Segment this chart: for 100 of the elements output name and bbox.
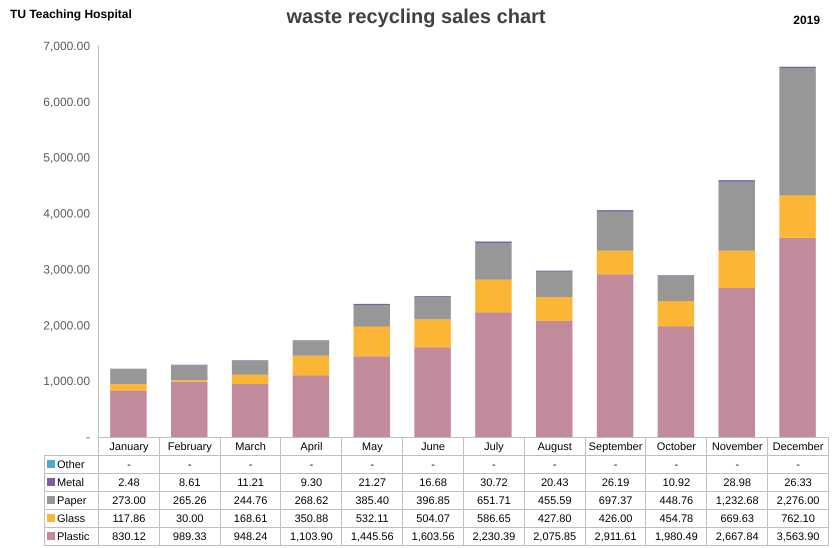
- bar: [536, 272, 572, 298]
- bar: [292, 356, 330, 376]
- data-label: 3,563.90: [768, 528, 828, 546]
- legend-label: Glass: [44, 510, 98, 528]
- x-tick-label: June: [402, 438, 464, 456]
- text: -: [370, 458, 374, 470]
- text: -: [492, 458, 496, 470]
- data-label: 30.00: [159, 510, 220, 528]
- data-label: 426.00: [585, 510, 646, 528]
- text: -: [674, 458, 678, 470]
- y-tick-label: 7,000.00: [43, 39, 90, 53]
- x-tick-label: December: [768, 438, 828, 456]
- data-label: 1,232.68: [706, 492, 768, 510]
- bar: [110, 384, 147, 391]
- bar: [354, 356, 390, 437]
- data-label: 2,911.61: [585, 528, 646, 546]
- data-label: 586.65: [463, 510, 524, 528]
- bar: [718, 250, 755, 288]
- data-label: 2,075.85: [524, 528, 586, 546]
- data-label: 948.24: [220, 528, 281, 546]
- x-tick-label: September: [585, 438, 646, 456]
- data-label: 26.33: [768, 474, 828, 492]
- data-label: 273.00: [98, 492, 160, 510]
- data-label: 385.40: [342, 492, 403, 510]
- x-tick-label: April: [280, 438, 342, 456]
- text: -: [310, 458, 314, 470]
- bar: [658, 300, 694, 326]
- data-label: 2,230.39: [463, 528, 524, 546]
- data-label: 21.27: [342, 474, 403, 492]
- bar: [658, 276, 694, 301]
- bar: [110, 390, 147, 437]
- data-label: 455.59: [524, 492, 586, 510]
- x-tick-label: January: [98, 438, 160, 456]
- bar: [292, 375, 330, 437]
- legend-label: Paper: [44, 492, 98, 510]
- legend-label: Plastic: [44, 528, 98, 546]
- text: -: [127, 458, 131, 470]
- bar: [232, 374, 268, 384]
- bar: [414, 347, 451, 437]
- bar: [414, 319, 451, 348]
- x-tick-label: March: [220, 438, 281, 456]
- data-label: 244.76: [220, 492, 281, 510]
- y-tick-label: 4,000.00: [43, 206, 90, 221]
- x-tick-label: August: [524, 438, 586, 456]
- y-tick-label: 1,000.00: [43, 374, 90, 388]
- x-tick-label: July: [463, 438, 524, 456]
- data-label: 504.07: [402, 510, 464, 528]
- text: -: [431, 458, 435, 470]
- text: -: [248, 458, 252, 470]
- data-label: 989.33: [159, 528, 220, 546]
- data-label: 651.71: [463, 492, 524, 510]
- text: -: [796, 458, 800, 470]
- data-label: 454.78: [646, 510, 707, 528]
- data-label: 1,103.90: [280, 528, 342, 546]
- data-label: 117.86: [98, 510, 160, 528]
- bar: [536, 297, 572, 322]
- data-label: 427.80: [524, 510, 586, 528]
- y-tick-label: 2,000.00: [43, 318, 90, 332]
- bar: [171, 382, 208, 437]
- text: -: [614, 458, 618, 470]
- y-tick-label: 3,000.00: [43, 262, 90, 276]
- bar: [718, 288, 755, 437]
- text: -: [188, 458, 192, 470]
- data-label: 448.76: [646, 492, 707, 510]
- bar: [414, 297, 451, 320]
- bar: [292, 340, 330, 356]
- y-tick-label: -: [86, 430, 90, 444]
- bar: [354, 305, 390, 327]
- bar: [475, 243, 512, 280]
- data-label: 10.92: [646, 474, 707, 492]
- data-label: 30.72: [463, 474, 524, 492]
- data-label: 396.85: [402, 492, 464, 510]
- y-tick-label: 6,000.00: [43, 94, 90, 109]
- data-label: 1,445.56: [342, 528, 403, 546]
- bar: [718, 182, 755, 251]
- data-label: 697.37: [585, 492, 646, 510]
- y-tick-label: 5,000.00: [43, 150, 90, 165]
- data-label: 265.26: [159, 492, 220, 510]
- legend-label: Metal: [44, 474, 98, 492]
- data-label: 11.21: [220, 474, 281, 492]
- data-label: 669.63: [706, 510, 768, 528]
- text: TU Teaching Hospital: [10, 7, 132, 21]
- legend-label: Other: [44, 456, 98, 474]
- x-tick-label: November: [706, 438, 768, 456]
- data-label: 28.98: [706, 474, 768, 492]
- bar: [536, 321, 572, 437]
- data-label: 1,603.56: [402, 528, 464, 546]
- data-label: 1,980.49: [646, 528, 707, 546]
- data-label: 2.48: [98, 474, 160, 492]
- text: 2019: [793, 13, 820, 27]
- data-label: 2,667.84: [706, 528, 768, 546]
- bar: [354, 326, 390, 356]
- data-label: 8.61: [159, 474, 220, 492]
- bar: [779, 238, 816, 437]
- x-tick-label: October: [646, 438, 707, 456]
- data-label: 532.11: [342, 510, 403, 528]
- bar: [475, 312, 512, 437]
- chart-title: waste recycling sales chart: [285, 6, 546, 28]
- bar: [232, 384, 268, 437]
- bar: [779, 68, 816, 196]
